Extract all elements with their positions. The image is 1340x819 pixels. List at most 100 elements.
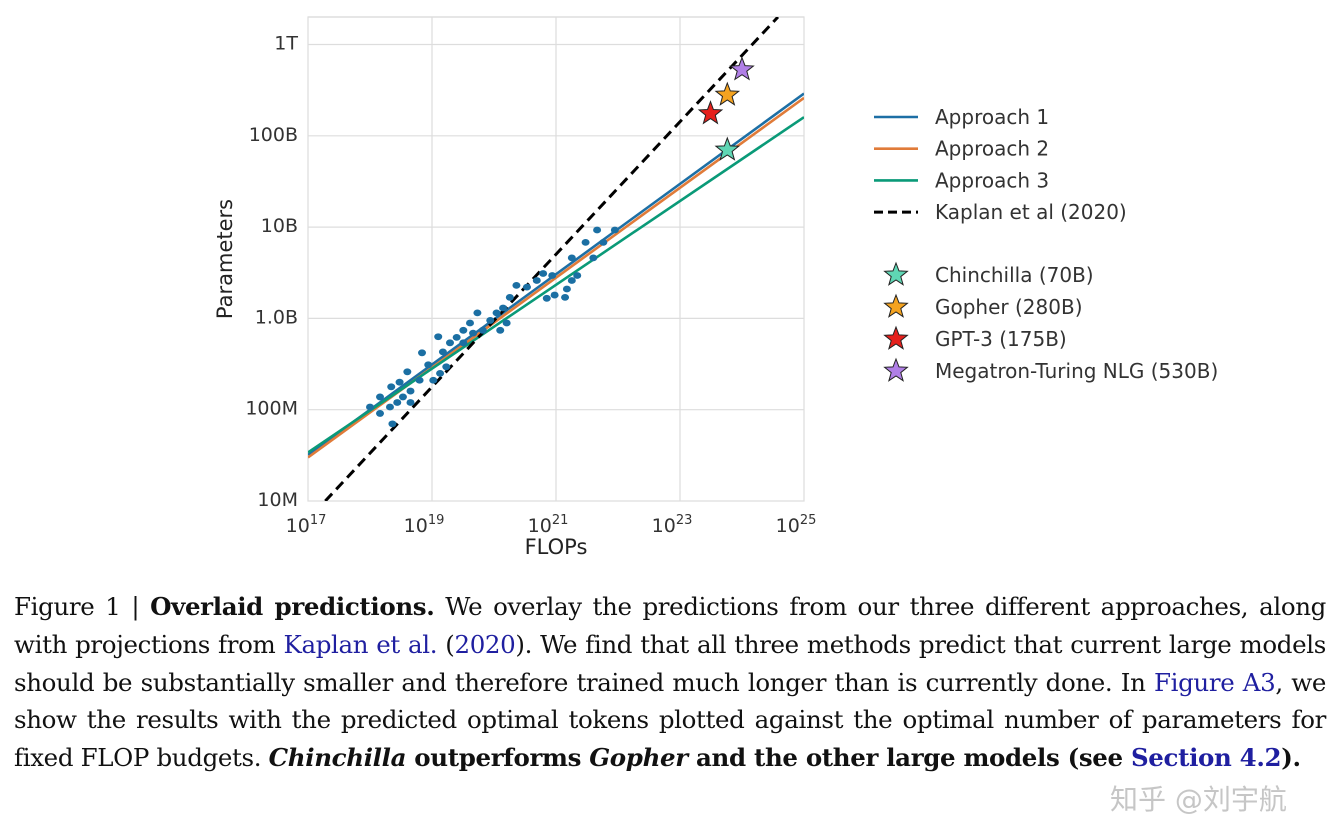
caption-title: Overlaid predictions. [150,592,435,621]
x-tick-label: 1021 [528,513,569,537]
scatter-point [561,293,570,301]
scatter-point [366,403,374,411]
scatter-point [593,226,602,234]
figure-a3-link[interactable]: Figure A3 [1153,667,1276,697]
scatter-point [415,376,424,384]
scatter-point [393,399,402,406]
scatter-point [496,326,505,334]
x-axis-label: FLOPs [525,535,588,559]
scatter-point [478,326,487,334]
scatter-point [502,319,511,327]
series-line-approach-3 [308,116,804,454]
scatter-point [562,285,571,293]
watermark: 知乎 @刘宇航 [1110,783,1287,816]
scatter-point [548,272,557,279]
caption-chinchilla: Chinchilla [268,743,407,773]
scatter-point [395,378,404,386]
scatter-point [581,238,590,246]
legend-star-icon [883,293,909,318]
caption-text: outperforms [406,743,590,773]
x-tick-label: 1019 [404,513,445,537]
scatter-point [512,281,521,289]
caption-text: ). We find that all three methods predic… [14,629,1326,697]
legend: Approach 1 Approach 2 Approach 3 Kaplan et … [874,105,1218,383]
star-icon [729,56,755,81]
scatter-point [532,277,541,284]
x-tick-label: 1017 [286,513,327,537]
scatter-point [376,393,385,401]
scatter-point [550,291,559,299]
scatter-point [385,403,394,411]
scatter-point [442,363,451,371]
series-line-kaplan-et-al-2020- [324,17,780,501]
y-tick-label: 10M [257,489,298,511]
scatter-point [406,387,415,395]
y-tick-label: 10B [261,215,298,237]
caption-text: ( [437,629,455,659]
scatter-point [459,326,468,334]
x-tick-label: 1025 [776,513,817,537]
caption-gopher: Gopher [589,743,688,773]
scatter-point [406,399,415,406]
star-icon [697,100,724,125]
scatter-point [438,348,447,356]
scatter-point [505,293,514,301]
legend-label: Approach 1 [935,105,1049,129]
scatter-point [567,277,576,284]
scatter-point [436,369,445,377]
caption-text: , we show the results with the predicted… [14,667,1326,773]
scatter-point [398,393,407,401]
scatter-point [522,283,531,291]
scatter-point [610,226,619,234]
scatter-point [424,361,433,369]
y-tick-label: 1.0B [255,306,298,328]
scatter-point [387,383,396,391]
scatter-point [429,376,438,384]
scatter-point [376,410,385,417]
scatter-point [403,368,412,376]
legend-star-icon [883,357,909,382]
scatter-point [599,238,608,246]
legend-label: Kaplan et al (2020) [935,200,1127,224]
legend-star-icon [883,325,909,350]
x-tick-label: 1023 [652,513,693,537]
scatter-point [492,309,501,317]
scatter-point [486,317,495,324]
scatter-point [567,254,576,262]
y-tick-label: 100B [249,124,298,146]
legend-label: Gopher (280B) [935,295,1083,319]
scatter-point [418,349,427,357]
scatter-point [573,272,582,279]
scatter-point [542,294,551,302]
y-tick-label: 1T [274,32,298,54]
scatter-point [465,319,474,327]
scatter-point [473,309,482,317]
legend-label: GPT-3 (175B) [935,327,1067,351]
scatter-point [445,339,454,347]
caption-text: We overlay the predictions from our thre… [14,592,1326,659]
scatter-point [388,420,397,428]
legend-label: Chinchilla (70B) [935,263,1094,287]
scatter-point [434,333,443,341]
section-link[interactable]: Section 4.2 [1130,743,1282,773]
scatter-point [539,270,548,277]
y-tick-label: 100M [245,398,298,420]
scatter-point [499,304,508,312]
scatter-point [469,329,478,337]
star-icon [714,136,741,161]
y-axis-label: Parameters [213,199,237,319]
legend-star-icon [883,261,909,286]
figure-caption: Figure 1 | Overlaid predictions. We over… [14,588,1326,777]
legend-label: Approach 3 [935,168,1049,192]
caption-text: and the other large models (see [687,743,1131,773]
caption-text: ). [1281,743,1301,773]
scatter-point [589,254,598,262]
figure-label: Figure 1 | [14,592,151,621]
year-link[interactable]: 2020 [454,629,516,659]
scatter-point [459,339,468,347]
legend-label: Megatron-Turing NLG (530B) [935,359,1218,383]
series-line-approach-1 [308,92,804,456]
star-icon [714,81,741,106]
kaplan-link[interactable]: Kaplan et al. [283,629,438,659]
legend-label: Approach 2 [935,137,1049,161]
